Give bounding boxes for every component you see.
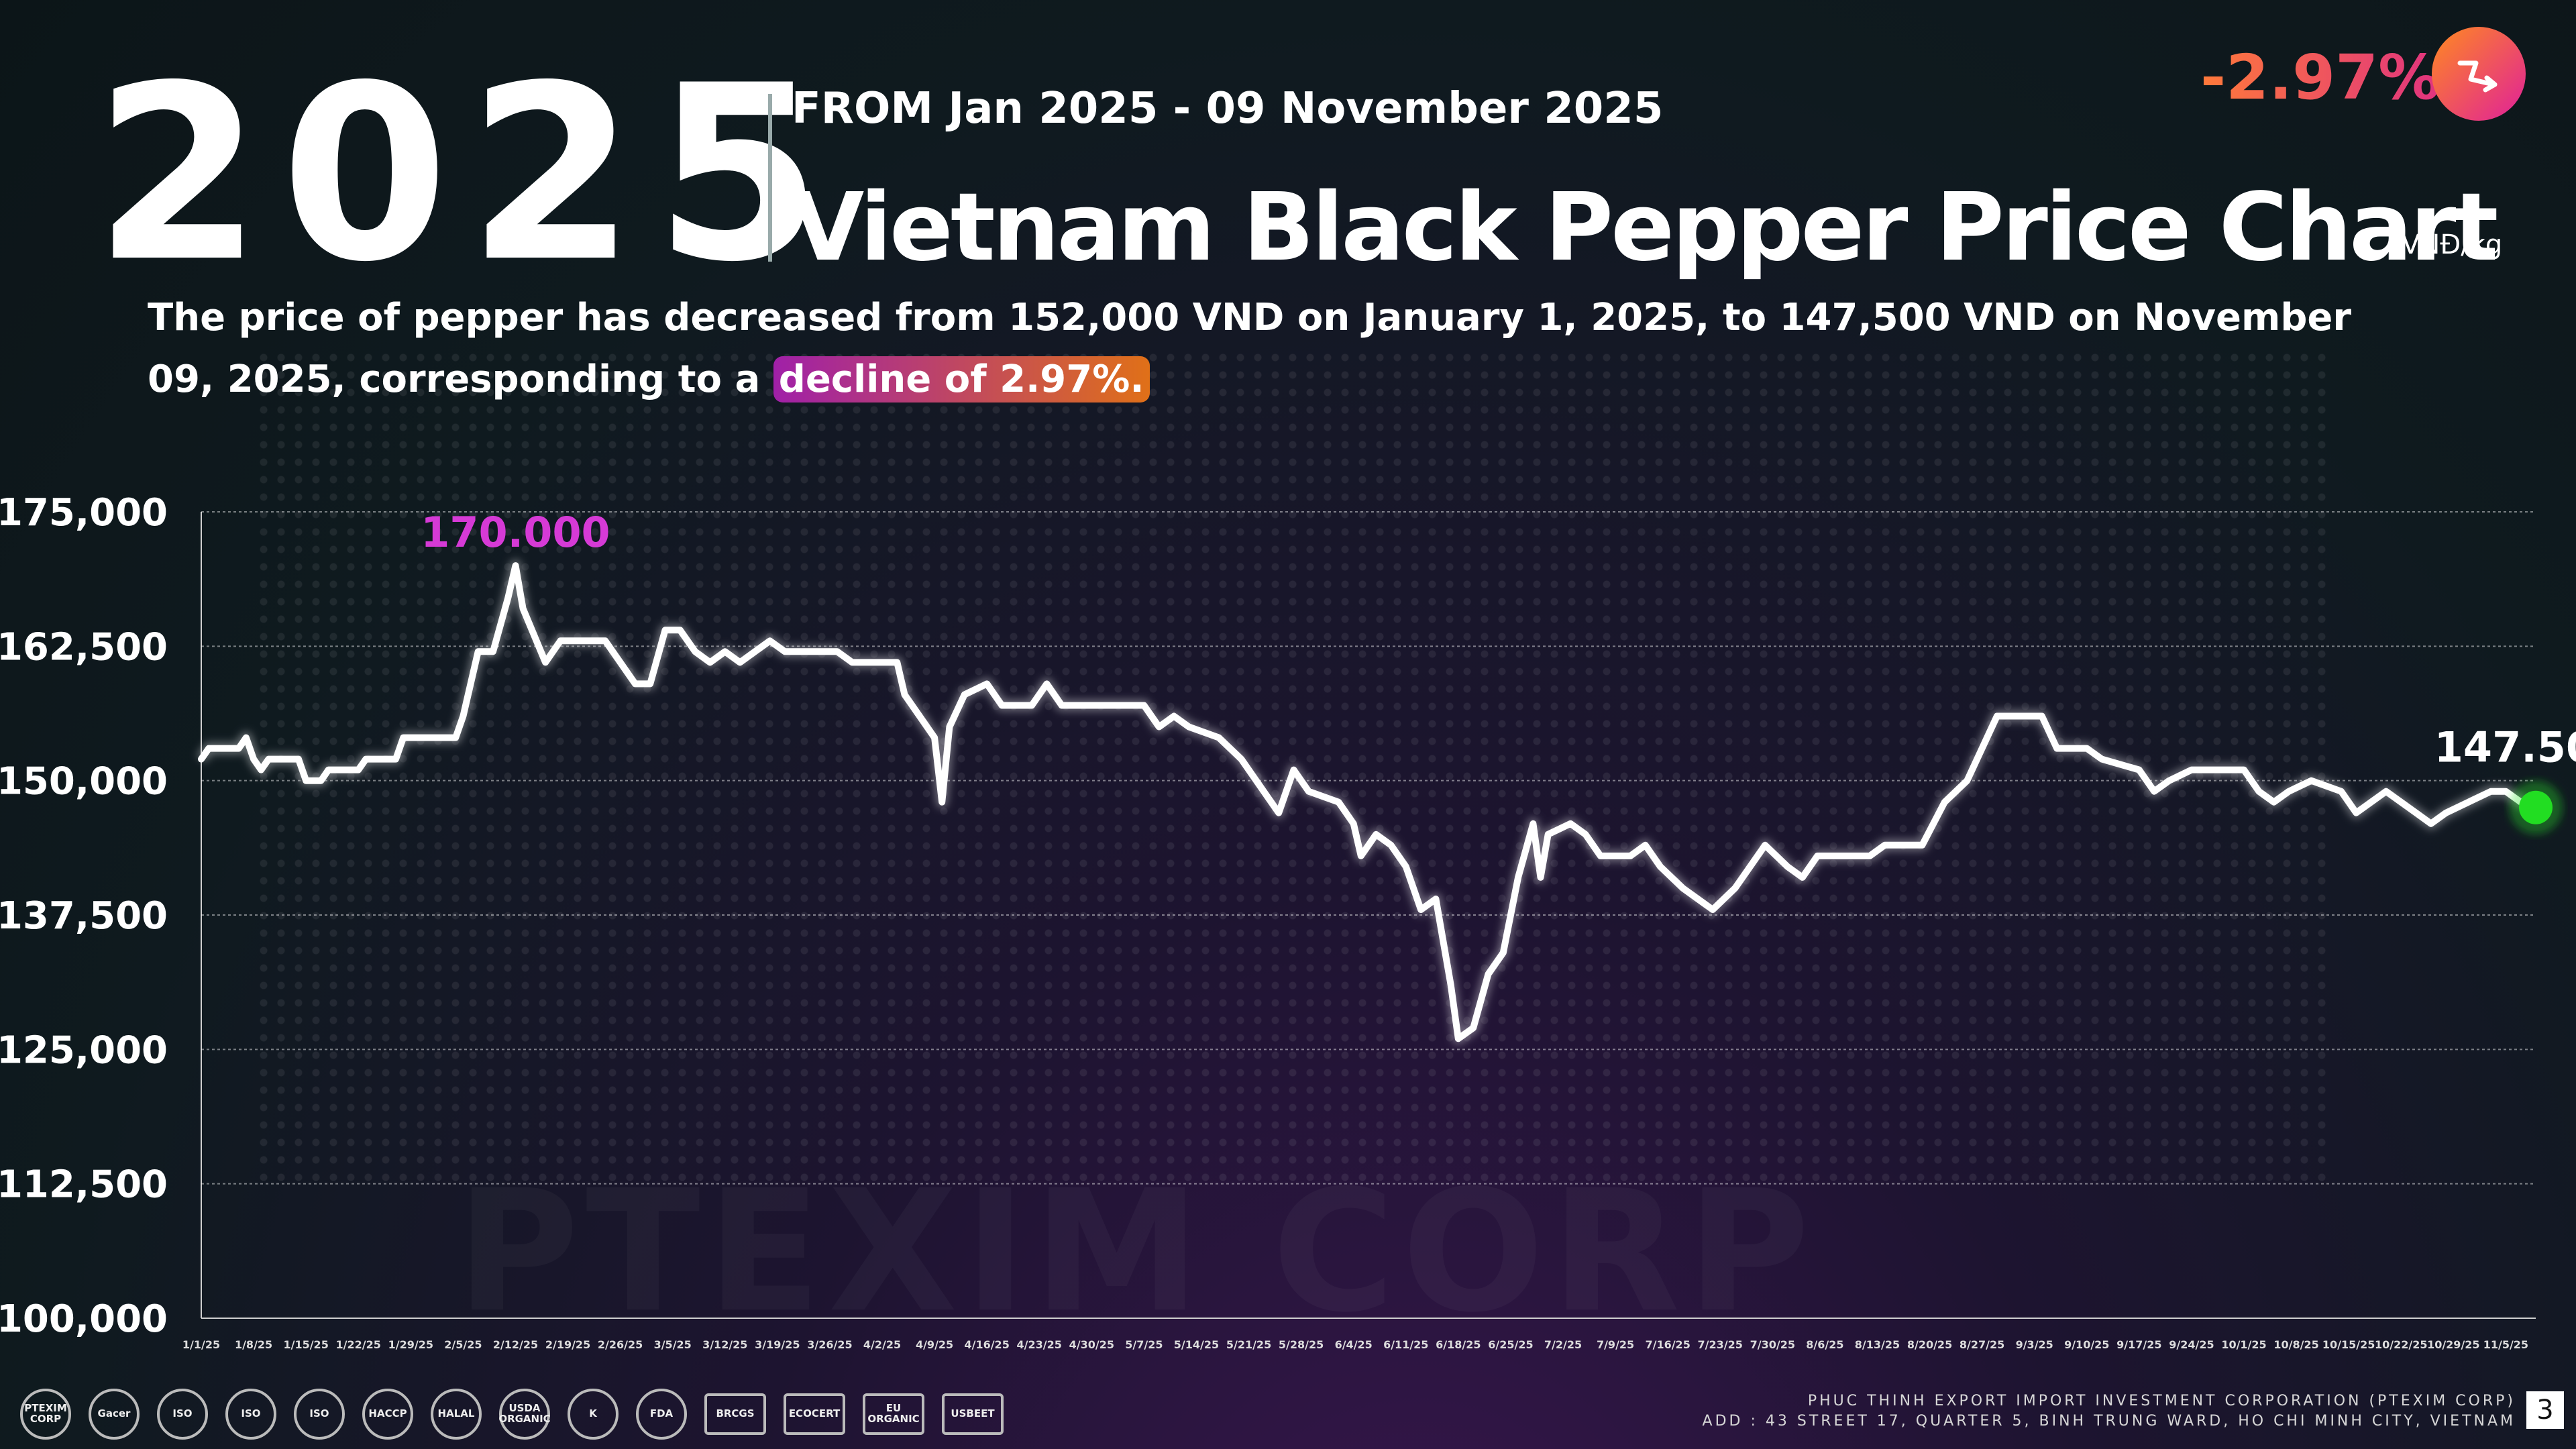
x-tick-label: 6/4/25 [1335, 1338, 1373, 1351]
certification-logo: K [568, 1389, 619, 1440]
x-tick-label: 3/12/25 [702, 1338, 747, 1351]
x-tick-label: 2/26/25 [598, 1338, 643, 1351]
description: The price of pepper has decreased from 1… [148, 287, 2361, 411]
x-tick-label: 3/26/25 [807, 1338, 852, 1351]
x-tick-label: 8/27/25 [1960, 1338, 2004, 1351]
x-tick-label: 5/14/25 [1174, 1338, 1219, 1351]
x-tick-label: 1/22/25 [336, 1338, 381, 1351]
certification-logo: ISO [294, 1389, 345, 1440]
certification-logo: EU ORGANIC [863, 1393, 924, 1435]
certification-logo: Gacer [89, 1389, 140, 1440]
x-tick-label: 6/11/25 [1383, 1338, 1428, 1351]
title-divider [768, 94, 772, 262]
x-tick-label: 9/24/25 [2169, 1338, 2214, 1351]
y-tick-label: 137,500 [0, 894, 168, 938]
x-tick-label: 7/2/25 [1544, 1338, 1582, 1351]
x-tick-label: 7/9/25 [1597, 1338, 1634, 1351]
x-tick-label: 8/13/25 [1855, 1338, 1900, 1351]
x-tick-label: 4/16/25 [964, 1338, 1009, 1351]
decline-highlight: decline of 2.97%. [773, 356, 1150, 402]
certification-logos: PTEXIM CORP Gacer ISO ISO ISO HACCP HALAL USDA … [20, 1389, 1004, 1440]
certification-logo: ISO [225, 1389, 276, 1440]
x-tick-label: 9/10/25 [2064, 1338, 2109, 1351]
x-tick-label: 6/25/25 [1488, 1338, 1533, 1351]
page-title: Vietnam Black Pepper Price Chart [792, 173, 2498, 282]
x-tick-label: 2/12/25 [493, 1338, 538, 1351]
price-line-glow [196, 559, 2538, 1045]
x-tick-label: 10/15/25 [2322, 1338, 2375, 1351]
x-tick-label: 4/23/25 [1017, 1338, 1062, 1351]
price-line [198, 562, 2539, 1042]
x-tick-label: 8/20/25 [1907, 1338, 1952, 1351]
x-tick-label: 1/15/25 [283, 1338, 328, 1351]
x-tick-label: 7/30/25 [1750, 1338, 1795, 1351]
x-tick-label: 4/9/25 [916, 1338, 953, 1351]
end-point [2519, 790, 2553, 824]
year-heading: 2025 [94, 34, 841, 315]
x-tick-label: 8/6/25 [1806, 1338, 1843, 1351]
y-tick-label: 112,500 [0, 1163, 168, 1207]
x-tick-label: 1/8/25 [235, 1338, 272, 1351]
x-tick-label: 9/3/25 [2016, 1338, 2053, 1351]
certification-logo: PTEXIM CORP [20, 1389, 71, 1440]
unit-label: VNĐ/kg [2402, 229, 2503, 260]
x-tick-label: 9/17/25 [2116, 1338, 2161, 1351]
certification-logo: HACCP [362, 1389, 413, 1440]
date-range: FROM Jan 2025 - 09 November 2025 [792, 84, 1664, 133]
x-tick-label: 10/1/25 [2221, 1338, 2266, 1351]
x-tick-label: 4/2/25 [863, 1338, 901, 1351]
trend-down-icon [2432, 27, 2526, 121]
certification-logo: BRCGS [704, 1393, 766, 1435]
page-number: 3 [2526, 1391, 2564, 1429]
footer-address: ADD : 43 STREET 17, QUARTER 5, BINH TRUN… [1702, 1413, 2516, 1430]
y-tick-label: 150,000 [0, 760, 168, 804]
x-tick-label: 7/23/25 [1698, 1338, 1743, 1351]
x-tick-label: 3/5/25 [654, 1338, 692, 1351]
x-tick-label: 5/28/25 [1279, 1338, 1324, 1351]
x-tick-label: 3/19/25 [755, 1338, 800, 1351]
certification-logo: USBEET [942, 1393, 1004, 1435]
x-tick-label: 11/5/25 [2483, 1338, 2528, 1351]
change-badge: -2.97% [2200, 42, 2440, 113]
x-tick-label: 2/5/25 [444, 1338, 482, 1351]
x-tick-label: 10/22/25 [2375, 1338, 2427, 1351]
y-tick-label: 162,500 [0, 625, 168, 669]
certification-logo: FDA [636, 1389, 687, 1440]
x-tick-label: 10/29/25 [2427, 1338, 2479, 1351]
x-tick-label: 6/18/25 [1436, 1338, 1481, 1351]
x-tick-label: 1/1/25 [182, 1338, 220, 1351]
x-tick-label: 5/7/25 [1125, 1338, 1163, 1351]
x-tick-label: 7/16/25 [1645, 1338, 1690, 1351]
x-tick-label: 5/21/25 [1226, 1338, 1271, 1351]
y-tick-label: 125,000 [0, 1028, 168, 1072]
x-tick-label: 2/19/25 [545, 1338, 590, 1351]
x-tick-label: 10/8/25 [2273, 1338, 2318, 1351]
y-tick-label: 175,000 [0, 491, 168, 535]
certification-logo: ECOCERT [784, 1393, 845, 1435]
footer-company: PHUC THINH EXPORT IMPORT INVESTMENT CORP… [1807, 1393, 2516, 1409]
certification-logo: ISO [157, 1389, 208, 1440]
x-tick-label: 1/29/25 [388, 1338, 433, 1351]
certification-logo: HALAL [431, 1389, 482, 1440]
certification-logo: USDA ORGANIC [498, 1389, 551, 1440]
y-tick-label: 100,000 [0, 1297, 168, 1341]
max-price-label: 170.000 [421, 508, 610, 557]
end-price-label: 147.500 [2434, 723, 2576, 772]
description-text: The price of pepper has decreased from 1… [148, 296, 2351, 401]
x-tick-label: 4/30/25 [1069, 1338, 1114, 1351]
